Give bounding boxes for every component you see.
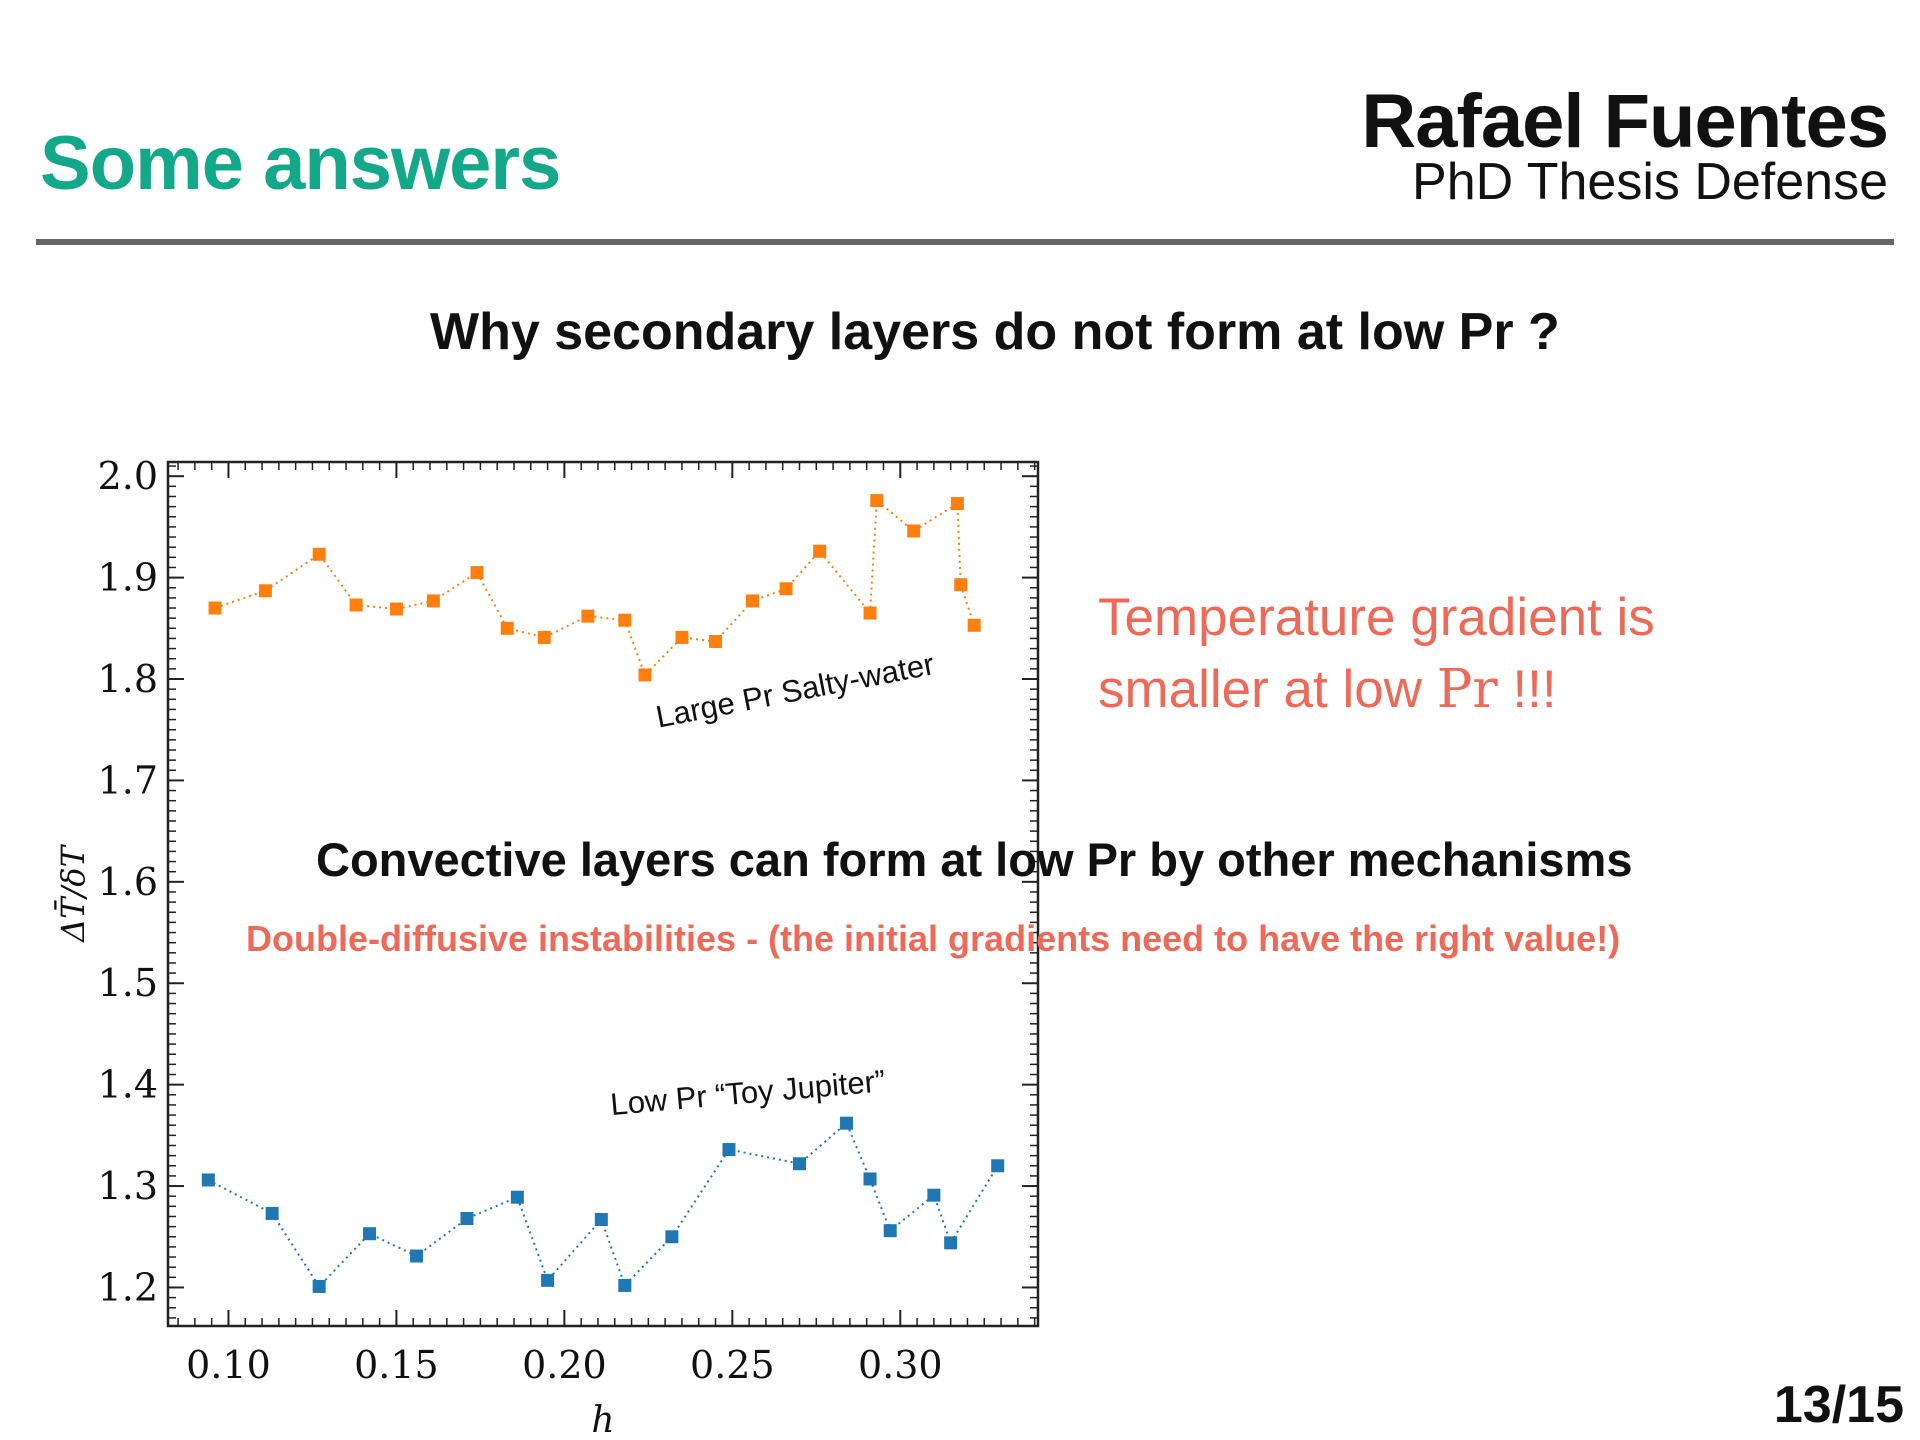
data-point <box>312 1279 326 1293</box>
data-point <box>349 598 363 612</box>
y-tick-label: 1.4 <box>98 1063 158 1107</box>
data-point <box>389 602 403 616</box>
overlay-main-text: Convective layers can form at low Pr by … <box>316 833 1633 886</box>
x-tick-label: 0.10 <box>186 1343 271 1387</box>
series-line-0 <box>214 498 976 677</box>
data-point <box>363 1227 377 1241</box>
x-tick-label: 0.25 <box>690 1343 775 1387</box>
gradient-note-pr: Pr <box>1436 659 1498 720</box>
data-point <box>594 1213 608 1227</box>
data-point <box>950 497 964 511</box>
data-point <box>863 1172 877 1186</box>
x-tick-label: 0.30 <box>858 1343 943 1387</box>
data-point <box>863 606 877 620</box>
data-point <box>426 594 440 608</box>
overlay-sub-text: Double-diffusive instabilities - (the in… <box>246 918 1621 959</box>
series-line-1 <box>207 1121 999 1289</box>
data-point <box>954 578 968 592</box>
data-point <box>665 1230 679 1244</box>
data-point <box>510 1190 524 1204</box>
data-point <box>460 1212 474 1226</box>
x-tick-label: 0.20 <box>522 1343 607 1387</box>
data-point <box>927 1188 941 1202</box>
data-point <box>537 630 551 644</box>
data-point <box>618 613 632 627</box>
data-point <box>541 1273 555 1287</box>
data-point <box>709 634 723 648</box>
y-tick-label: 1.7 <box>98 758 158 802</box>
data-point <box>581 609 595 623</box>
gradient-note-line2-pre: smaller at low <box>1098 660 1437 719</box>
data-point <box>201 1173 215 1187</box>
section-title: Some answers <box>40 121 561 206</box>
data-point <box>258 584 272 598</box>
y-tick-label: 1.6 <box>98 860 158 904</box>
plot-frame <box>166 460 1040 1328</box>
gradient-note-line1: Temperature gradient is <box>1098 588 1655 647</box>
data-point <box>793 1157 807 1171</box>
data-point <box>840 1116 854 1130</box>
data-point <box>675 630 689 644</box>
y-axis-label: ΔT̄/δT <box>54 843 92 944</box>
header-divider <box>36 239 1894 245</box>
data-point <box>500 621 514 635</box>
x-axis-label: h <box>591 1400 614 1440</box>
data-point <box>265 1206 279 1220</box>
data-point <box>638 668 652 682</box>
data-point <box>991 1159 1005 1173</box>
annotation-low-pr: Low Pr “Toy Jupiter” <box>609 1063 887 1122</box>
author-name: Rafael Fuentes <box>1361 79 1889 164</box>
data-point <box>312 547 326 561</box>
y-tick-label: 2.0 <box>98 454 158 498</box>
data-point <box>410 1249 424 1263</box>
data-point <box>470 566 484 580</box>
data-point <box>745 594 759 608</box>
y-tick-label: 1.5 <box>98 961 158 1005</box>
data-point <box>813 544 827 558</box>
data-point <box>618 1278 632 1292</box>
data-point <box>870 494 884 508</box>
gradient-note-line2-post: !!! <box>1497 660 1557 719</box>
data-point <box>967 618 981 632</box>
data-point <box>944 1236 958 1250</box>
event-subtitle: PhD Thesis Defense <box>1412 153 1888 211</box>
data-point <box>779 582 793 596</box>
y-tick-label: 1.8 <box>98 657 158 701</box>
x-tick-label: 0.15 <box>354 1343 439 1387</box>
data-point <box>883 1224 897 1238</box>
y-tick-label: 1.9 <box>98 556 158 600</box>
data-point <box>722 1143 736 1157</box>
slide-question: Why secondary layers do not form at low … <box>430 303 1560 361</box>
annotation-large-pr: Large Pr Salty-water <box>653 646 937 734</box>
page-number: 13/15 <box>1773 1376 1904 1434</box>
data-point <box>907 524 921 538</box>
data-point <box>208 601 222 615</box>
gradient-note-line2: smaller at low Pr !!! <box>1098 654 1655 726</box>
y-tick-label: 1.2 <box>98 1265 158 1309</box>
gradient-note: Temperature gradient is smaller at low P… <box>1098 582 1655 726</box>
y-tick-label: 1.3 <box>98 1164 158 1208</box>
